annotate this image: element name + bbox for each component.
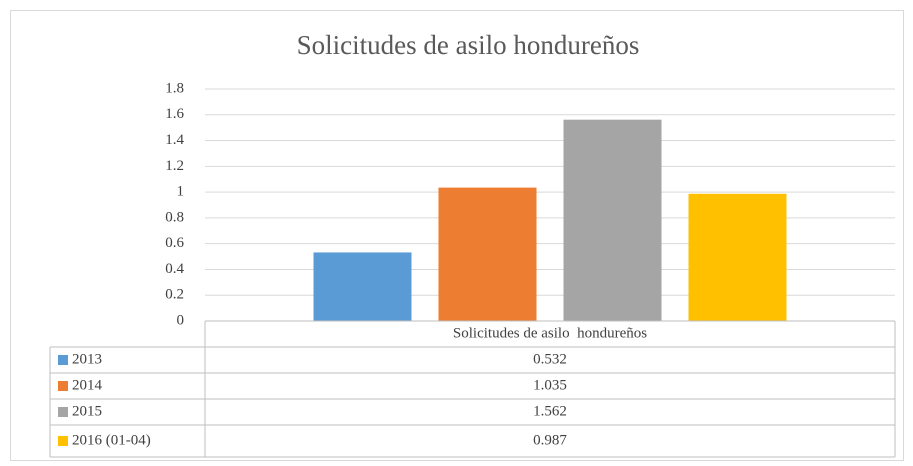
chart-title: Solicitudes de asilo hondureños xyxy=(297,30,640,60)
y-tick-label: 0.6 xyxy=(165,235,184,251)
y-tick-label: 1 xyxy=(177,184,185,200)
bar xyxy=(438,187,537,321)
legend-label: 2014 xyxy=(72,377,103,393)
legend-label: 2015 xyxy=(72,403,102,419)
table-value: 0.532 xyxy=(533,351,567,367)
y-tick-label: 0.2 xyxy=(165,287,184,303)
legend-key xyxy=(58,355,68,365)
y-tick-label: 0 xyxy=(177,312,185,328)
y-tick-label: 1.2 xyxy=(165,158,184,174)
legend-key xyxy=(58,436,68,446)
category-label: Solicitudes de asilo hondureños xyxy=(453,325,647,341)
bar xyxy=(313,252,412,321)
bar xyxy=(563,119,662,321)
bar xyxy=(688,193,787,321)
y-tick-label: 1.6 xyxy=(165,106,184,122)
table-value: 0.987 xyxy=(533,432,567,448)
legend-key xyxy=(58,407,68,417)
table-value: 1.562 xyxy=(533,403,567,419)
y-tick-label: 0.4 xyxy=(165,261,184,277)
table-value: 1.035 xyxy=(533,377,567,393)
y-tick-label: 0.8 xyxy=(165,209,184,225)
legend-label: 2016 (01-04) xyxy=(72,432,151,448)
y-tick-label: 1.8 xyxy=(165,80,184,96)
legend-label: 2013 xyxy=(72,351,102,367)
y-tick-label: 1.4 xyxy=(165,132,184,148)
legend-key xyxy=(58,381,68,391)
